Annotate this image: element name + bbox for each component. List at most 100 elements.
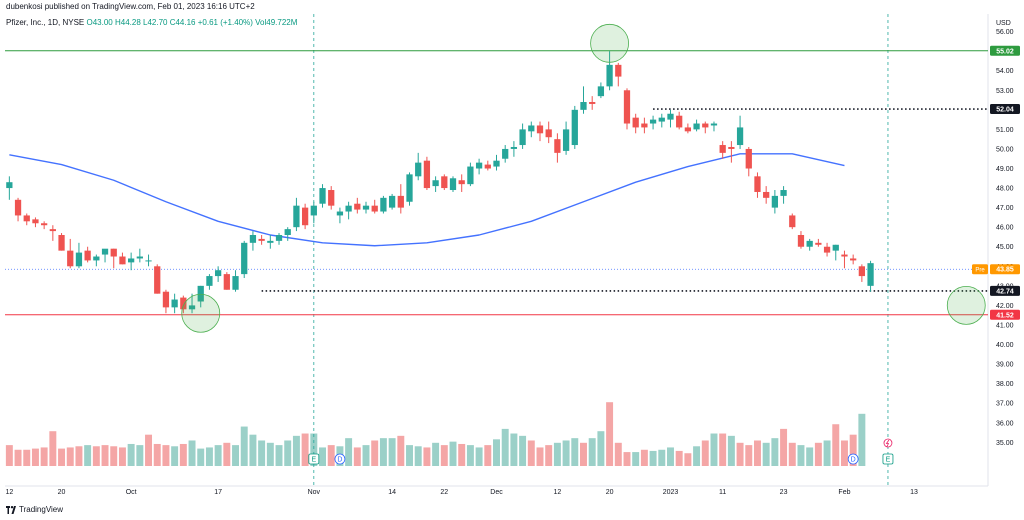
candle-body	[388, 195, 396, 208]
volume-bar	[5, 445, 13, 466]
candle-body	[841, 254, 848, 257]
symbol-title: Pfizer, Inc., 1D, NYSE	[6, 18, 85, 27]
candle-body	[362, 205, 370, 210]
volume-bar	[527, 440, 535, 466]
volume-bar	[31, 448, 39, 466]
volume-bar	[762, 442, 770, 466]
candle-body	[771, 195, 779, 208]
lightning-icon	[883, 438, 893, 448]
candle-body	[371, 205, 378, 212]
volume-bar	[466, 445, 474, 466]
volume-bar	[649, 450, 657, 466]
volume-bar	[327, 445, 335, 466]
candle-body	[649, 119, 657, 124]
candle-body	[232, 276, 239, 290]
earnings-badge	[308, 453, 320, 465]
candle-body	[171, 299, 178, 308]
volume-bar	[240, 426, 248, 466]
candle-body	[197, 285, 204, 302]
y-tick-label: 45.00	[996, 244, 1014, 251]
publisher-info: dubenkosi published on TradingView.com, …	[6, 2, 255, 11]
pre-market-badge	[972, 264, 988, 275]
candle-body	[528, 125, 535, 132]
volume-bar	[545, 445, 553, 466]
candle-body	[397, 195, 404, 208]
candle-body	[554, 139, 561, 153]
candle-body	[301, 207, 309, 226]
volume-bar	[232, 445, 240, 466]
volume-bar	[275, 445, 283, 466]
volume-bar	[458, 443, 466, 466]
y-tick-label: 42.00	[996, 303, 1014, 310]
candle-body	[258, 238, 265, 241]
volume-bar	[292, 435, 300, 466]
candle-body	[14, 199, 22, 216]
level-price-label: 42.74	[996, 288, 1014, 295]
volume-bar	[153, 443, 161, 466]
candle-body	[728, 146, 735, 149]
tradingview-logo-icon	[6, 505, 16, 514]
volume-bar	[484, 445, 492, 466]
volume-bar	[423, 447, 431, 466]
candle-body	[432, 180, 439, 187]
y-tick-label: 35.00	[996, 440, 1014, 447]
moving-average-line	[9, 153, 845, 247]
y-tick-label: 41.00	[996, 322, 1014, 329]
volume-bar	[606, 402, 614, 466]
volume-bar	[501, 428, 509, 466]
volume-bar	[58, 448, 66, 466]
candle-body	[823, 246, 831, 253]
dividend-badge	[334, 453, 346, 465]
volume-bar	[49, 431, 57, 466]
level-price-label: 41.52	[996, 312, 1014, 319]
candle-body	[380, 197, 387, 212]
y-tick-label: 36.00	[996, 420, 1014, 427]
candle-body	[789, 215, 796, 228]
volume-bar	[214, 445, 222, 466]
x-tick-label: 14	[388, 489, 396, 496]
candle-body	[693, 123, 700, 130]
volume-bar	[571, 438, 579, 466]
volume-bar	[301, 433, 309, 466]
x-tick-label: 12	[5, 489, 13, 496]
candle-body	[763, 191, 770, 198]
candle-body	[441, 176, 448, 189]
volume-bar	[719, 433, 727, 466]
candle-body	[858, 266, 865, 277]
volume-bar	[449, 441, 457, 466]
candle-body	[684, 127, 692, 132]
candle-body	[345, 205, 352, 212]
volume-bar	[814, 442, 822, 466]
volume-bar	[788, 442, 796, 466]
y-tick-label: 53.00	[996, 88, 1014, 95]
candle-body	[449, 178, 457, 191]
volume-bar	[371, 440, 379, 466]
candle-body	[519, 129, 526, 146]
x-tick-label: 17	[214, 489, 222, 496]
candle-body	[484, 164, 491, 169]
change-value: +0.61 (+1.40%)	[197, 18, 253, 27]
volume-bar	[362, 445, 370, 466]
candle-body	[719, 145, 726, 153]
candle-body	[275, 235, 283, 241]
candle-body	[214, 270, 222, 277]
candle-body	[467, 166, 474, 185]
volume-bar	[266, 442, 274, 466]
volume-bar	[675, 450, 683, 466]
volume-bar	[432, 442, 440, 466]
volume-bar	[414, 446, 422, 466]
candle-body	[815, 242, 822, 245]
volume-bar	[658, 449, 666, 466]
candle-body	[6, 182, 13, 189]
x-tick-label: 11	[719, 489, 726, 496]
volume-bar	[597, 431, 605, 466]
volume-bar	[849, 434, 857, 466]
candle-body	[32, 219, 39, 224]
volume-bar	[110, 446, 118, 466]
x-tick-label: Feb	[838, 489, 850, 496]
volume-bar	[780, 428, 788, 466]
level-price-label: 55.02	[996, 48, 1014, 55]
candle-body	[754, 176, 761, 192]
volume-bar	[806, 447, 814, 466]
